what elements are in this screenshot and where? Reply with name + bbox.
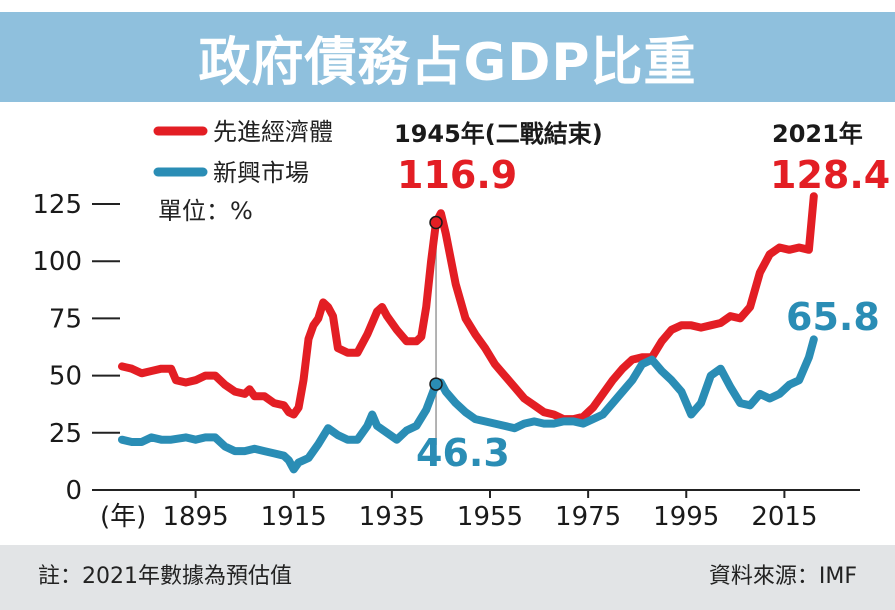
legend-label-advanced: 先進經濟體: [213, 118, 333, 146]
x-tick-label: 2015: [751, 502, 817, 532]
footer-source: 資料來源：IMF: [708, 564, 857, 589]
series-line-1: [118, 335, 818, 474]
y-tick-label: 125: [32, 190, 82, 220]
chart-svg: 0 25 50 75 100 125 1895 1915 1935 1955 1975 1995 201…: [32, 118, 890, 532]
y-tick-label: 75: [49, 304, 82, 334]
x-tick-label: 1955: [457, 502, 523, 532]
chart-series-lines: [118, 192, 818, 474]
end-value-advanced: 128.4: [770, 153, 890, 197]
x-tick-label: 1935: [359, 502, 425, 532]
x-tick-label: 1995: [653, 502, 719, 532]
end-value-emerging: 65.8: [786, 295, 880, 339]
event-label: 1945年(二戰結束): [394, 120, 603, 148]
y-tick-label: 50: [49, 362, 82, 392]
event-value-emerging: 46.3: [416, 431, 510, 475]
x-tick-label: 1975: [555, 502, 621, 532]
x-tick-label: 1915: [261, 502, 327, 532]
chart-title: 政府債務占GDP比重: [198, 32, 697, 93]
legend-label-emerging: 新興市場: [213, 159, 309, 187]
y-tick-label: 0: [65, 476, 82, 506]
chart-highlight-markers: [429, 215, 443, 391]
end-year-label: 2021年: [772, 120, 863, 148]
footer-note: 註：2021年數據為預估值: [38, 564, 292, 589]
legend: 先進經濟體 新興市場 單位：%: [153, 118, 333, 225]
event-value-advanced: 116.9: [397, 153, 517, 197]
series-line-0: [118, 192, 818, 424]
unit-label: 單位：%: [158, 197, 253, 225]
y-tick-label: 100: [32, 247, 82, 277]
highlight-marker-1: [429, 377, 443, 391]
x-tick-label: 1895: [163, 502, 229, 532]
title-banner: 政府債務占GDP比重: [0, 12, 895, 102]
footer-bar: [0, 545, 895, 610]
highlight-marker-0: [429, 215, 443, 230]
y-tick-label: 25: [49, 419, 82, 449]
x-axis-unit-label: (年): [100, 502, 146, 532]
chart-axes: 0 25 50 75 100 125 1895 1915 1935 1955 1975 1995 201…: [32, 190, 860, 532]
